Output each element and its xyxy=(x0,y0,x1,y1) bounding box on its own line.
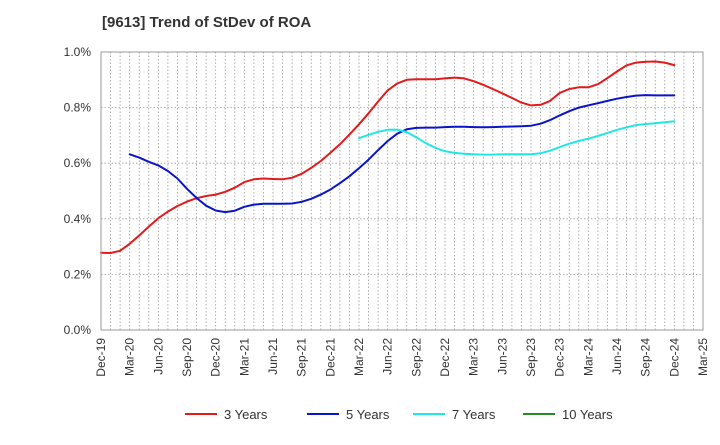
x-tick-label: Sep-22 xyxy=(409,338,423,377)
legend: 3 Years 5 Years 7 Years 10 Years xyxy=(185,407,613,422)
x-tick-label: Dec-23 xyxy=(553,338,567,377)
x-tick-label: Mar-22 xyxy=(352,338,366,376)
x-tick-label: Dec-19 xyxy=(94,338,108,377)
axes: 0.0% 0.2% 0.4% 0.6% 0.8% 1.0% Dec-19 Mar-20 Jun-… xyxy=(64,45,710,377)
x-tick-label: Dec-22 xyxy=(438,338,452,377)
legend-label-7-years: 7 Years xyxy=(452,407,496,422)
legend-label-5-years: 5 Years xyxy=(346,407,390,422)
x-tick-label: Mar-25 xyxy=(696,338,710,376)
y-tick-label: 0.6% xyxy=(64,156,92,170)
x-tick-label: Mar-24 xyxy=(581,338,595,376)
y-tick-label: 0.8% xyxy=(64,101,92,115)
x-tick-label: Mar-20 xyxy=(123,338,137,376)
x-tick-label: Sep-24 xyxy=(639,338,653,377)
series-line-7-years xyxy=(358,120,676,156)
y-tick-label: 0.2% xyxy=(64,267,92,281)
y-tick-label: 0.0% xyxy=(64,323,92,337)
x-tick-label: Sep-20 xyxy=(180,338,194,377)
x-tick-label: Dec-20 xyxy=(209,338,223,377)
x-tick-label: Dec-21 xyxy=(323,338,337,377)
y-tick-label: 1.0% xyxy=(64,45,92,59)
x-tick-label: Mar-21 xyxy=(237,338,251,376)
x-tick-label: Jun-24 xyxy=(610,338,624,375)
x-tick-label: Dec-24 xyxy=(667,338,681,377)
plot-frame xyxy=(100,51,704,331)
chart-title: [9613] Trend of StDev of ROA xyxy=(102,14,312,31)
grid xyxy=(101,51,703,331)
x-tick-label: Mar-23 xyxy=(467,338,481,376)
x-tick-label: Sep-23 xyxy=(524,338,538,377)
x-tick-label: Sep-21 xyxy=(295,338,309,377)
y-tick-label: 0.4% xyxy=(64,212,92,226)
legend-label-3-years: 3 Years xyxy=(224,407,268,422)
x-tick-label: Jun-21 xyxy=(266,338,280,375)
x-tick-label: Jun-20 xyxy=(151,338,165,375)
series-lines xyxy=(100,60,676,254)
x-tick-label: Jun-23 xyxy=(495,338,509,375)
legend-label-10-years: 10 Years xyxy=(562,407,613,422)
x-tick-label: Jun-22 xyxy=(381,338,395,375)
